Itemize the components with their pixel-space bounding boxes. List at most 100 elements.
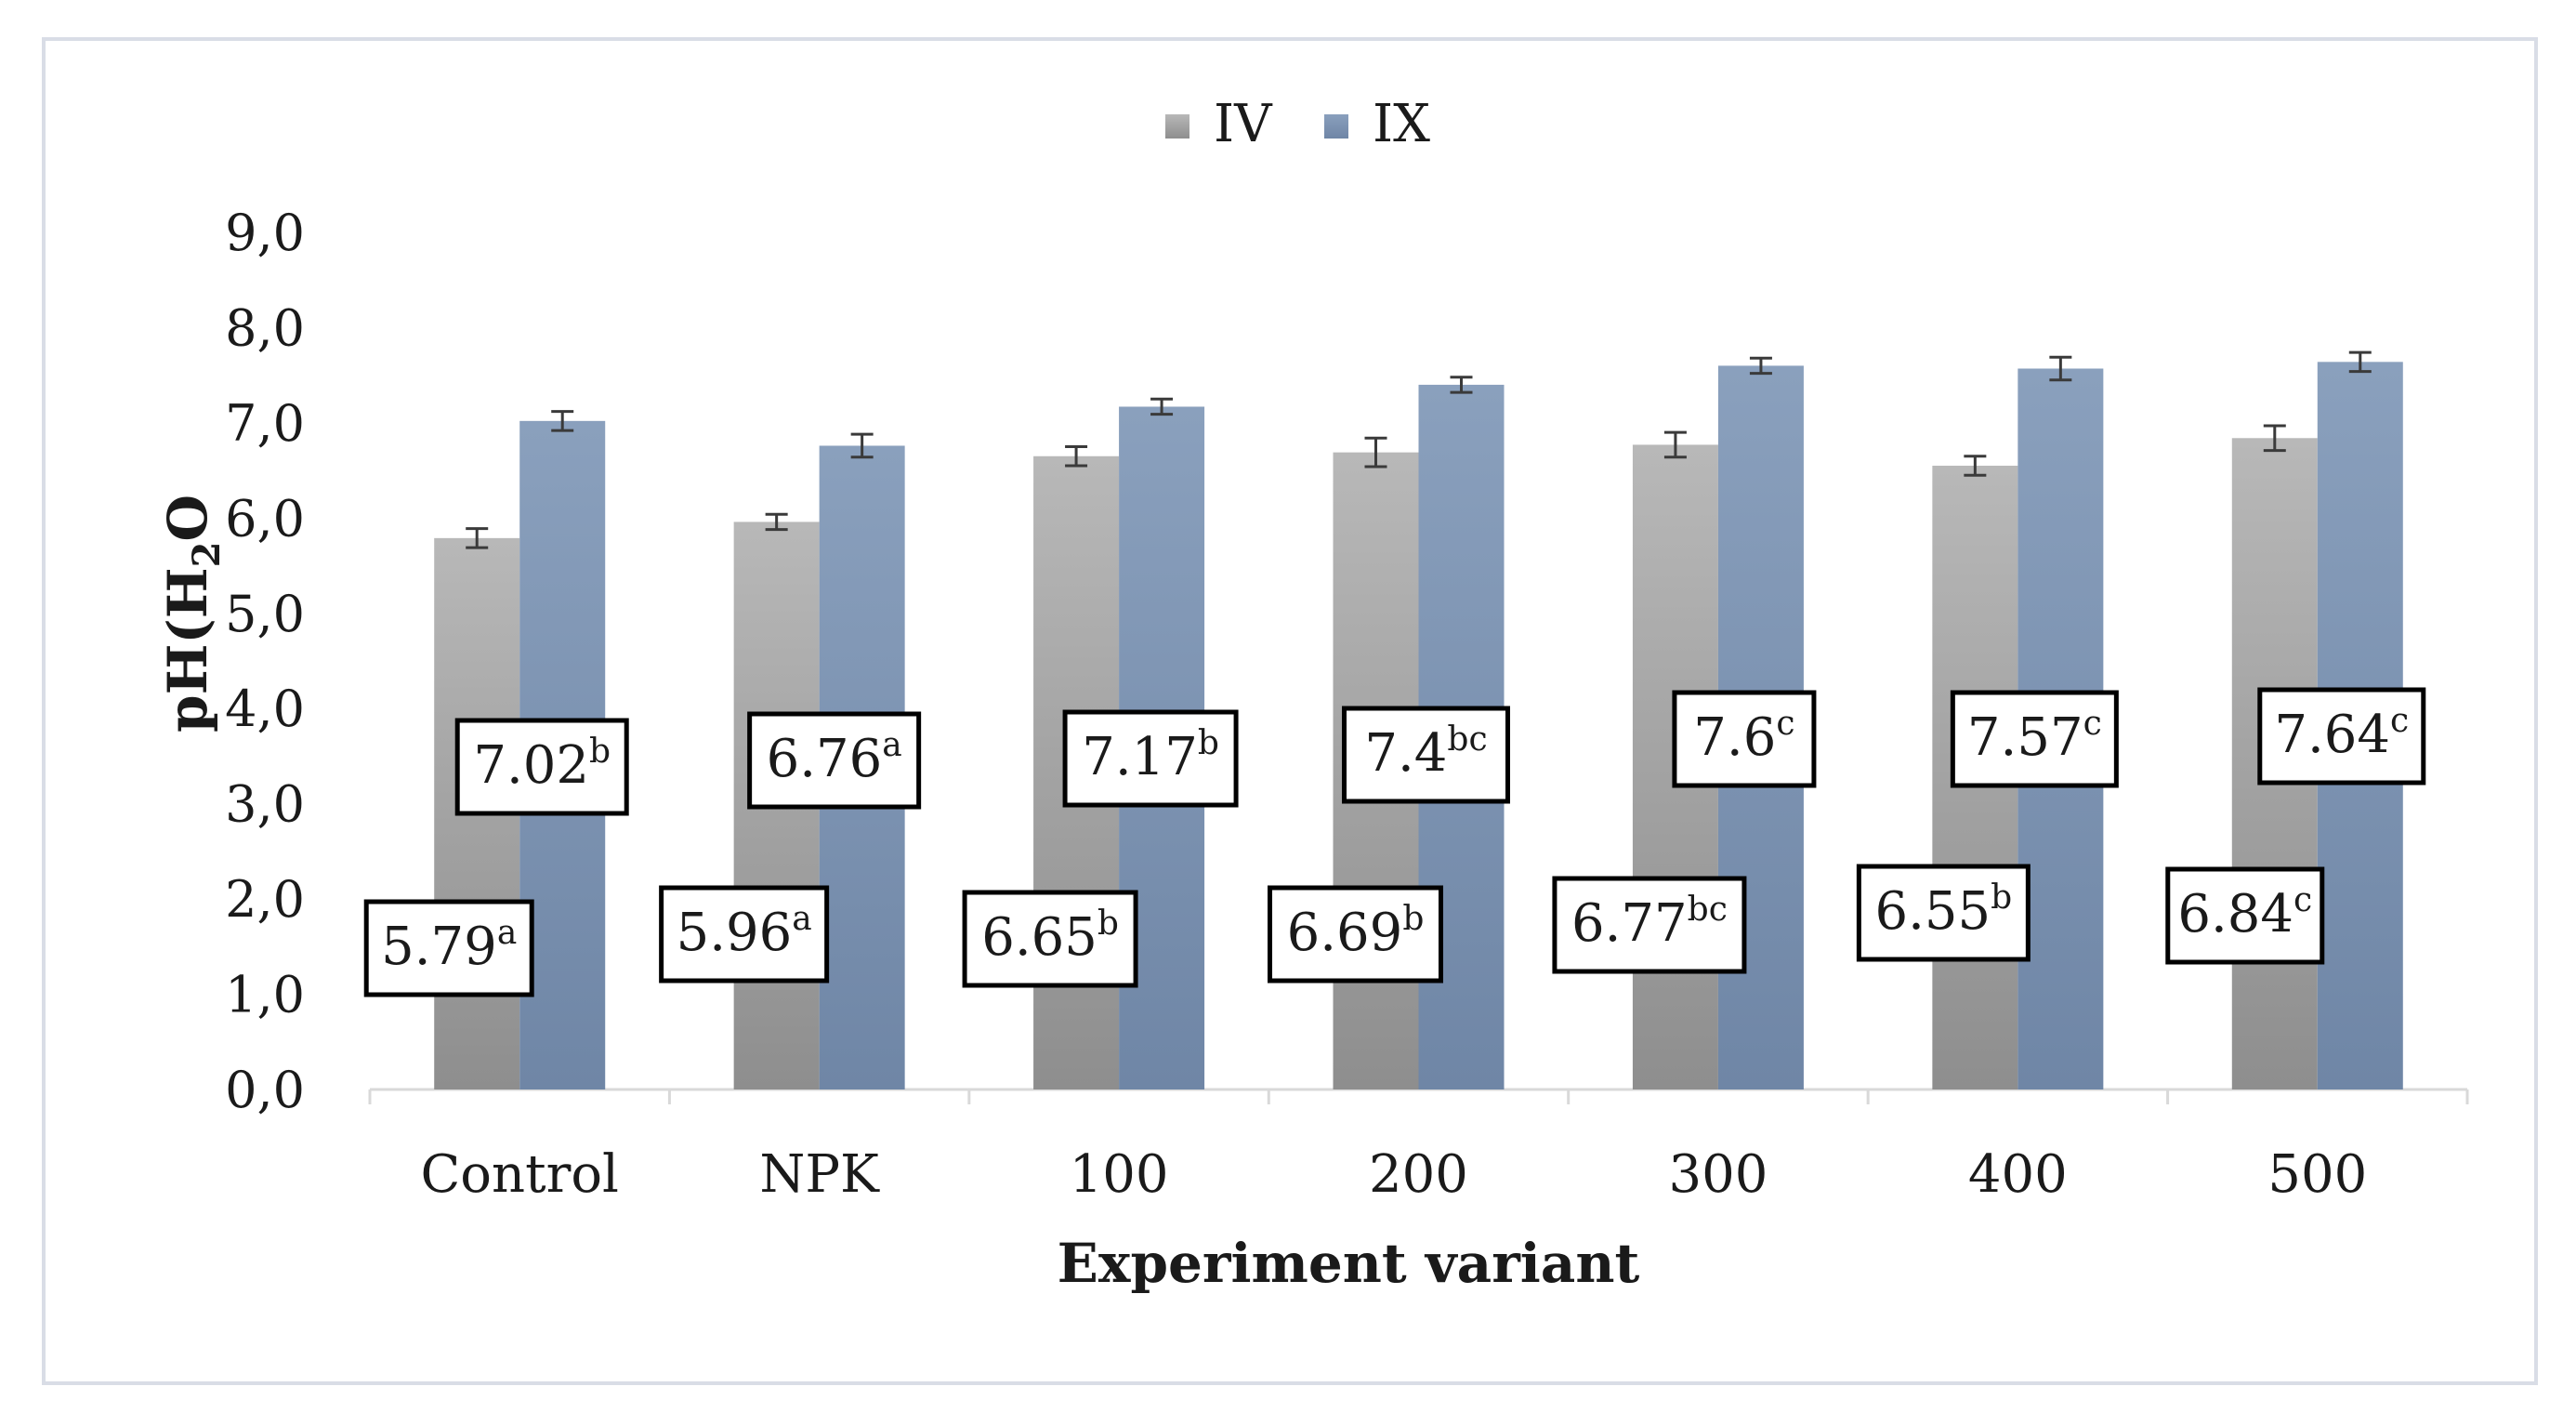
value-labels: 5.79a7.02b5.96a6.76a6.65b7.17b6.69b7.4bc… [363, 687, 2426, 997]
value-label-iv-100: 6.65b [962, 890, 1138, 988]
y-axis-ticks: 0,0 1,0 2,0 3,0 4,0 5,0 6,0 7,0 8,0 9,0 [225, 204, 305, 1119]
legend: IV IX [1165, 94, 1430, 154]
value-label-letter: b [1198, 724, 1219, 762]
value-label-iv-control: 5.79a [363, 899, 534, 997]
value-label-number: 6.77 [1571, 893, 1688, 954]
value-label-text: 7.17b [1082, 724, 1219, 787]
y-axis-title-tail: O [156, 495, 219, 542]
value-label-letter: bc [1688, 891, 1728, 929]
value-label-text: 6.76a [767, 726, 902, 789]
value-label-number: 6.65 [981, 907, 1097, 968]
y-tick-label: 8,0 [225, 298, 305, 357]
y-axis-title-subscript: 2 [185, 542, 229, 568]
value-label-letter: a [792, 900, 811, 938]
value-label-box [363, 899, 534, 997]
value-label-number: 7.6 [1693, 707, 1776, 768]
y-tick-label: 7,0 [225, 394, 305, 453]
value-label-ix-200: 7.4bc [1342, 706, 1510, 804]
value-label-box [1062, 709, 1239, 808]
value-label-ix-control: 7.02b [454, 718, 629, 816]
value-label-letter: b [1991, 878, 2012, 917]
value-label-box [659, 885, 830, 984]
y-tick-label: 5,0 [225, 585, 305, 643]
legend-swatch-iv [1165, 114, 1189, 139]
value-label-ix-300: 7.6c [1672, 690, 1817, 788]
value-label-box [1342, 706, 1510, 804]
value-label-iv-400: 6.55b [1856, 864, 2031, 962]
value-label-letter: c [2293, 881, 2312, 919]
x-axis-ticks: Control NPK 100 200 300 400 500 [420, 1144, 2367, 1205]
value-label-iv-npk: 5.96a [659, 885, 830, 984]
chart-frame [42, 37, 2538, 1385]
value-label-text: 6.84c [2177, 881, 2312, 944]
value-label-letter: b [1097, 904, 1119, 943]
value-label-letter: a [882, 726, 901, 764]
value-label-box [1950, 690, 2119, 788]
x-tick-label: Control [420, 1144, 619, 1205]
y-tick-label: 9,0 [225, 204, 305, 262]
value-label-number: 5.79 [381, 917, 497, 977]
value-label-number: 7.4 [1364, 723, 1447, 784]
value-label-text: 7.6c [1693, 705, 1794, 768]
value-label-box [454, 718, 629, 816]
value-label-ix-npk: 6.76a [747, 711, 922, 810]
legend-label-ix: IX [1373, 94, 1430, 154]
value-label-ix-100: 7.17b [1062, 709, 1239, 808]
value-label-letter: c [2390, 702, 2409, 740]
value-label-iv-500: 6.84c [2165, 866, 2325, 965]
value-label-number: 7.02 [473, 735, 589, 796]
y-tick-label: 6,0 [225, 489, 305, 548]
value-label-number: 7.64 [2274, 705, 2390, 765]
y-tick-label: 3,0 [225, 775, 305, 834]
value-label-ix-400: 7.57c [1950, 690, 2119, 788]
x-tick-label: 200 [1369, 1144, 1468, 1205]
y-tick-label: 4,0 [225, 680, 305, 738]
value-label-number: 7.57 [1967, 707, 2083, 768]
value-label-box [962, 890, 1138, 988]
value-label-letter: c [2083, 705, 2102, 743]
y-tick-label: 2,0 [225, 870, 305, 929]
value-label-text: 7.02b [473, 733, 611, 796]
value-label-text: 7.4bc [1364, 720, 1487, 784]
value-label-number: 5.96 [677, 903, 793, 963]
value-label-box [2165, 866, 2325, 965]
legend-label-iv: IV [1214, 94, 1273, 154]
value-label-iv-200: 6.69b [1268, 885, 1443, 984]
value-label-box [2257, 687, 2426, 786]
x-axis-category-separators [368, 1089, 2469, 1104]
value-label-text: 6.69b [1287, 900, 1425, 963]
value-label-letter: b [1402, 900, 1424, 938]
x-axis-title: Experiment variant [1058, 1232, 1640, 1295]
value-label-number: 6.76 [767, 729, 883, 789]
value-label-box [747, 711, 922, 810]
value-label-text: 6.65b [981, 904, 1119, 968]
value-label-letter: a [497, 914, 517, 952]
x-tick-label: 100 [1070, 1144, 1169, 1205]
value-label-letter: bc [1447, 720, 1487, 759]
value-label-text: 7.64c [2274, 702, 2409, 765]
x-tick-label: 400 [1968, 1144, 2068, 1205]
value-label-iv-300: 6.77bc [1552, 876, 1747, 974]
value-label-text: 5.96a [677, 900, 812, 963]
value-label-box [1268, 885, 1443, 984]
error-bars [466, 350, 2372, 549]
value-label-text: 7.57c [1967, 705, 2102, 768]
value-label-box [1552, 876, 1747, 974]
value-label-text: 5.79a [381, 914, 517, 977]
x-tick-label: NPK [759, 1144, 880, 1205]
value-label-letter: b [589, 733, 611, 771]
x-tick-label: 500 [2267, 1144, 2367, 1205]
value-label-text: 6.77bc [1571, 891, 1728, 954]
value-label-number: 6.69 [1287, 903, 1403, 963]
legend-swatch-ix [1324, 114, 1348, 139]
y-tick-label: 0,0 [225, 1061, 305, 1119]
value-label-box [1856, 864, 2031, 962]
value-label-letter: c [1776, 705, 1794, 743]
value-label-number: 7.17 [1082, 727, 1198, 787]
value-label-text: 6.55b [1874, 878, 2012, 942]
value-label-number: 6.84 [2177, 884, 2293, 944]
x-tick-label: 300 [1668, 1144, 1768, 1205]
y-tick-label: 1,0 [225, 966, 305, 1024]
